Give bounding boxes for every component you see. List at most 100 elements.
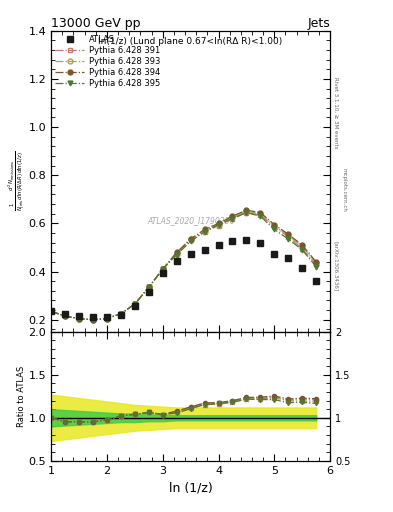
Pythia 6.428 394 <box>77 315 81 322</box>
Y-axis label: $\frac{1}{N_{\mathrm{jets}}}\frac{d^2 N_{\mathrm{emissions}}}{d\ln(R/\Delta R)\,: $\frac{1}{N_{\mathrm{jets}}}\frac{d^2 N_… <box>7 151 27 211</box>
Pythia 6.428 395 <box>160 266 165 272</box>
ATLAS <box>91 314 95 321</box>
Pythia 6.428 394 <box>160 266 165 272</box>
Pythia 6.428 395 <box>258 213 263 219</box>
Line: Pythia 6.428 393: Pythia 6.428 393 <box>49 209 319 322</box>
ATLAS <box>272 250 277 257</box>
ATLAS <box>202 247 207 253</box>
ATLAS <box>188 250 193 257</box>
ATLAS <box>286 255 291 262</box>
Pythia 6.428 394 <box>244 207 249 213</box>
Pythia 6.428 391 <box>258 212 263 218</box>
Pythia 6.428 391 <box>63 313 68 319</box>
Pythia 6.428 395 <box>119 311 123 317</box>
Pythia 6.428 391 <box>300 246 305 252</box>
Pythia 6.428 393 <box>63 313 68 319</box>
Pythia 6.428 393 <box>244 208 249 215</box>
X-axis label: ln (1/z): ln (1/z) <box>169 481 213 494</box>
Pythia 6.428 393 <box>202 227 207 233</box>
Text: ATLAS_2020_I1790256: ATLAS_2020_I1790256 <box>147 216 234 225</box>
Pythia 6.428 394 <box>286 231 291 237</box>
ATLAS <box>119 312 123 318</box>
Pythia 6.428 395 <box>132 301 137 307</box>
Pythia 6.428 394 <box>272 222 277 228</box>
Text: ln(1/z) (Lund plane 0.67<ln(RΔ R)<1.00): ln(1/z) (Lund plane 0.67<ln(RΔ R)<1.00) <box>99 37 283 46</box>
Pythia 6.428 391 <box>230 216 235 222</box>
Text: mcplots.cern.ch: mcplots.cern.ch <box>342 167 346 211</box>
Pythia 6.428 394 <box>258 209 263 216</box>
Pythia 6.428 391 <box>132 301 137 307</box>
Pythia 6.428 391 <box>146 284 151 290</box>
Pythia 6.428 393 <box>91 316 95 323</box>
ATLAS <box>105 314 109 321</box>
Pythia 6.428 394 <box>132 301 137 307</box>
Pythia 6.428 394 <box>146 284 151 290</box>
Pythia 6.428 395 <box>286 236 291 242</box>
Pythia 6.428 394 <box>63 313 68 319</box>
Pythia 6.428 391 <box>188 237 193 243</box>
Pythia 6.428 391 <box>314 261 318 267</box>
Text: [arXiv:1306.3436]: [arXiv:1306.3436] <box>334 241 338 291</box>
Pythia 6.428 391 <box>77 315 81 322</box>
Pythia 6.428 393 <box>49 308 53 314</box>
Pythia 6.428 391 <box>202 229 207 235</box>
Pythia 6.428 394 <box>91 316 95 323</box>
Pythia 6.428 393 <box>119 311 123 317</box>
Pythia 6.428 391 <box>272 224 277 230</box>
Pythia 6.428 395 <box>146 284 151 290</box>
Pythia 6.428 393 <box>230 215 235 221</box>
Pythia 6.428 394 <box>174 249 179 255</box>
Pythia 6.428 393 <box>300 243 305 249</box>
Pythia 6.428 394 <box>216 220 221 226</box>
Pythia 6.428 395 <box>63 313 68 319</box>
ATLAS <box>49 308 53 314</box>
Pythia 6.428 395 <box>272 226 277 232</box>
ATLAS <box>244 237 249 243</box>
Pythia 6.428 395 <box>216 222 221 228</box>
Pythia 6.428 394 <box>230 213 235 219</box>
Pythia 6.428 391 <box>49 308 53 314</box>
Pythia 6.428 395 <box>49 308 53 314</box>
Line: ATLAS: ATLAS <box>48 237 319 321</box>
Pythia 6.428 391 <box>160 266 165 272</box>
Pythia 6.428 391 <box>286 233 291 240</box>
Pythia 6.428 393 <box>258 211 263 217</box>
Pythia 6.428 395 <box>188 239 193 245</box>
Pythia 6.428 393 <box>286 232 291 239</box>
Pythia 6.428 393 <box>314 260 318 266</box>
ATLAS <box>258 240 263 246</box>
Pythia 6.428 393 <box>216 222 221 228</box>
Pythia 6.428 395 <box>230 216 235 222</box>
Legend: ATLAS, Pythia 6.428 391, Pythia 6.428 393, Pythia 6.428 394, Pythia 6.428 395: ATLAS, Pythia 6.428 391, Pythia 6.428 39… <box>53 33 162 90</box>
Y-axis label: Ratio to ATLAS: Ratio to ATLAS <box>17 366 26 427</box>
Text: Rivet 3.1.10, ≥ 3M events: Rivet 3.1.10, ≥ 3M events <box>334 77 338 148</box>
Pythia 6.428 393 <box>132 301 137 307</box>
Pythia 6.428 395 <box>91 316 95 323</box>
ATLAS <box>216 242 221 248</box>
ATLAS <box>77 313 81 319</box>
ATLAS <box>314 278 318 284</box>
Text: Jets: Jets <box>307 16 330 30</box>
Line: Pythia 6.428 391: Pythia 6.428 391 <box>49 210 319 322</box>
Pythia 6.428 394 <box>314 259 318 265</box>
Pythia 6.428 395 <box>202 229 207 235</box>
ATLAS <box>63 311 68 317</box>
Text: 13000 GeV pp: 13000 GeV pp <box>51 16 141 30</box>
Pythia 6.428 394 <box>105 315 109 322</box>
Pythia 6.428 393 <box>174 250 179 257</box>
Pythia 6.428 394 <box>49 308 53 314</box>
ATLAS <box>300 265 305 271</box>
Pythia 6.428 394 <box>188 236 193 242</box>
Line: Pythia 6.428 395: Pythia 6.428 395 <box>49 210 319 322</box>
Pythia 6.428 395 <box>105 315 109 322</box>
Pythia 6.428 395 <box>77 315 81 322</box>
Pythia 6.428 391 <box>91 316 95 323</box>
Pythia 6.428 393 <box>77 315 81 322</box>
Pythia 6.428 391 <box>174 250 179 257</box>
Pythia 6.428 395 <box>300 247 305 253</box>
Pythia 6.428 393 <box>160 266 165 272</box>
Pythia 6.428 391 <box>216 223 221 229</box>
Pythia 6.428 391 <box>105 315 109 322</box>
Pythia 6.428 394 <box>202 226 207 232</box>
Line: Pythia 6.428 394: Pythia 6.428 394 <box>49 208 319 322</box>
